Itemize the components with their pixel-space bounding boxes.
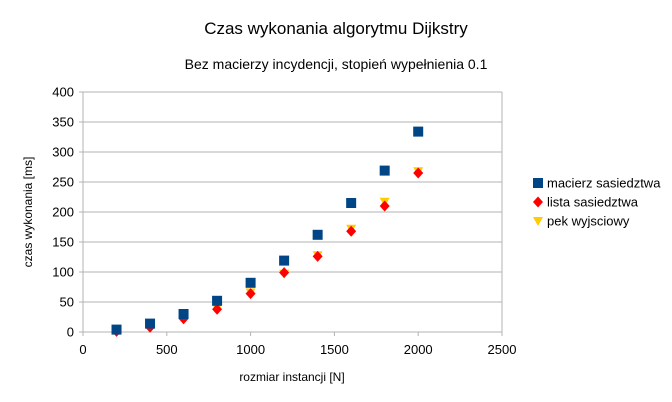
data-point [279,267,290,279]
data-point [111,324,122,335]
y-tick-label: 100 [52,265,74,280]
x-tick-labels: 0 500 1000 1500 2000 2500 [79,342,516,357]
data-point [212,303,223,315]
data-point [178,309,189,319]
data-point [212,295,223,306]
data-point [245,277,256,288]
y-tick-label: 150 [52,235,74,250]
data-point [279,255,290,266]
y-tick-label: 350 [52,115,74,130]
data-point [346,225,357,237]
legend-marker [533,217,543,226]
chart-title: Czas wykonania algorytmu Dijkstry [204,19,468,38]
data-point [379,165,390,176]
x-tick-label: 2500 [488,342,517,357]
legend-label: lista sasiedztwa [547,195,639,210]
axes [79,91,503,336]
chart-subtitle: Bez macierzy incydencji, stopień wypełni… [185,56,488,72]
x-tick-label: 1500 [320,342,349,357]
y-tick-label: 250 [52,175,74,190]
x-tick-label: 0 [79,342,86,357]
y-tick-label: 300 [52,145,74,160]
data-point [379,200,390,212]
y-tick-label: 0 [67,325,74,340]
y-tick-label: 400 [52,85,74,100]
data-point [413,126,424,137]
data-point [145,318,156,329]
y-tick-label: 200 [52,205,74,220]
x-tick-label: 500 [156,342,178,357]
data-point [312,229,323,240]
data-points [111,126,424,337]
legend: macierz sasiedztwa lista sasiedztwa pek wy… [533,176,661,229]
x-tick-label: 2000 [404,342,433,357]
y-tick-label: 50 [60,295,74,310]
legend-marker [533,178,543,188]
x-tick-label: 1000 [236,342,265,357]
y-tick-labels: 0 50 100 150 200 250 300 350 400 [52,85,74,340]
legend-marker [533,196,543,208]
legend-label: macierz sasiedztwa [547,176,661,191]
data-point [413,167,424,179]
legend-label: pek wyjsciowy [547,214,630,229]
data-point [245,288,256,300]
data-point [312,250,323,262]
grid [83,91,502,333]
x-axis-label: rozmiar instancji [N] [239,370,344,384]
data-point [346,198,357,208]
y-axis-label: czas wykonania [ms] [21,157,35,268]
